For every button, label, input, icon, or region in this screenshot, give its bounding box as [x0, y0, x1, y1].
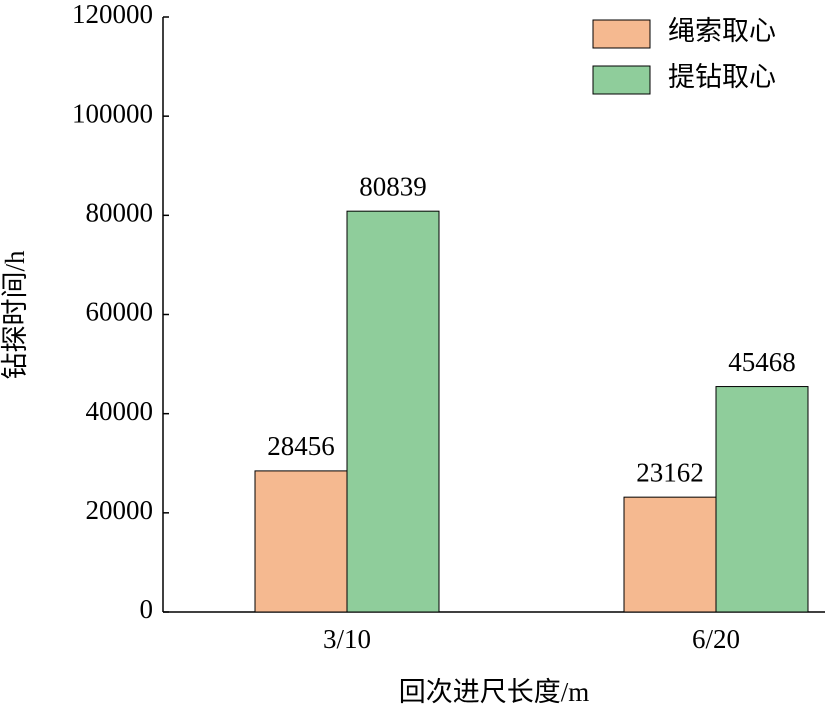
x-tick-label: 6/20 [692, 624, 740, 654]
bar [346, 210, 440, 613]
legend-swatch [592, 19, 651, 49]
y-tick-label: 80000 [86, 198, 154, 228]
y-tick-label: 20000 [86, 495, 154, 525]
y-tick-label: 0 [140, 594, 154, 624]
value-label: 23162 [636, 457, 704, 487]
bar [715, 386, 809, 613]
x-axis-title: 回次进尺长度/m [399, 677, 590, 707]
legend-label: 提钻取心 [668, 62, 776, 92]
y-tick-label: 120000 [72, 0, 153, 29]
value-label: 45468 [728, 347, 796, 377]
y-tick-label: 60000 [86, 297, 154, 327]
value-label: 28456 [267, 431, 335, 461]
bar [254, 470, 348, 613]
y-tick-label: 100000 [72, 98, 153, 128]
x-tick-label: 3/10 [323, 624, 371, 654]
legend-label: 绳索取心 [668, 16, 776, 46]
y-axis-title: 钻探时间/h [0, 250, 30, 380]
bar [623, 496, 717, 613]
legend-swatch [592, 65, 651, 95]
y-tick-label: 40000 [86, 396, 154, 426]
value-label: 80839 [359, 171, 427, 201]
